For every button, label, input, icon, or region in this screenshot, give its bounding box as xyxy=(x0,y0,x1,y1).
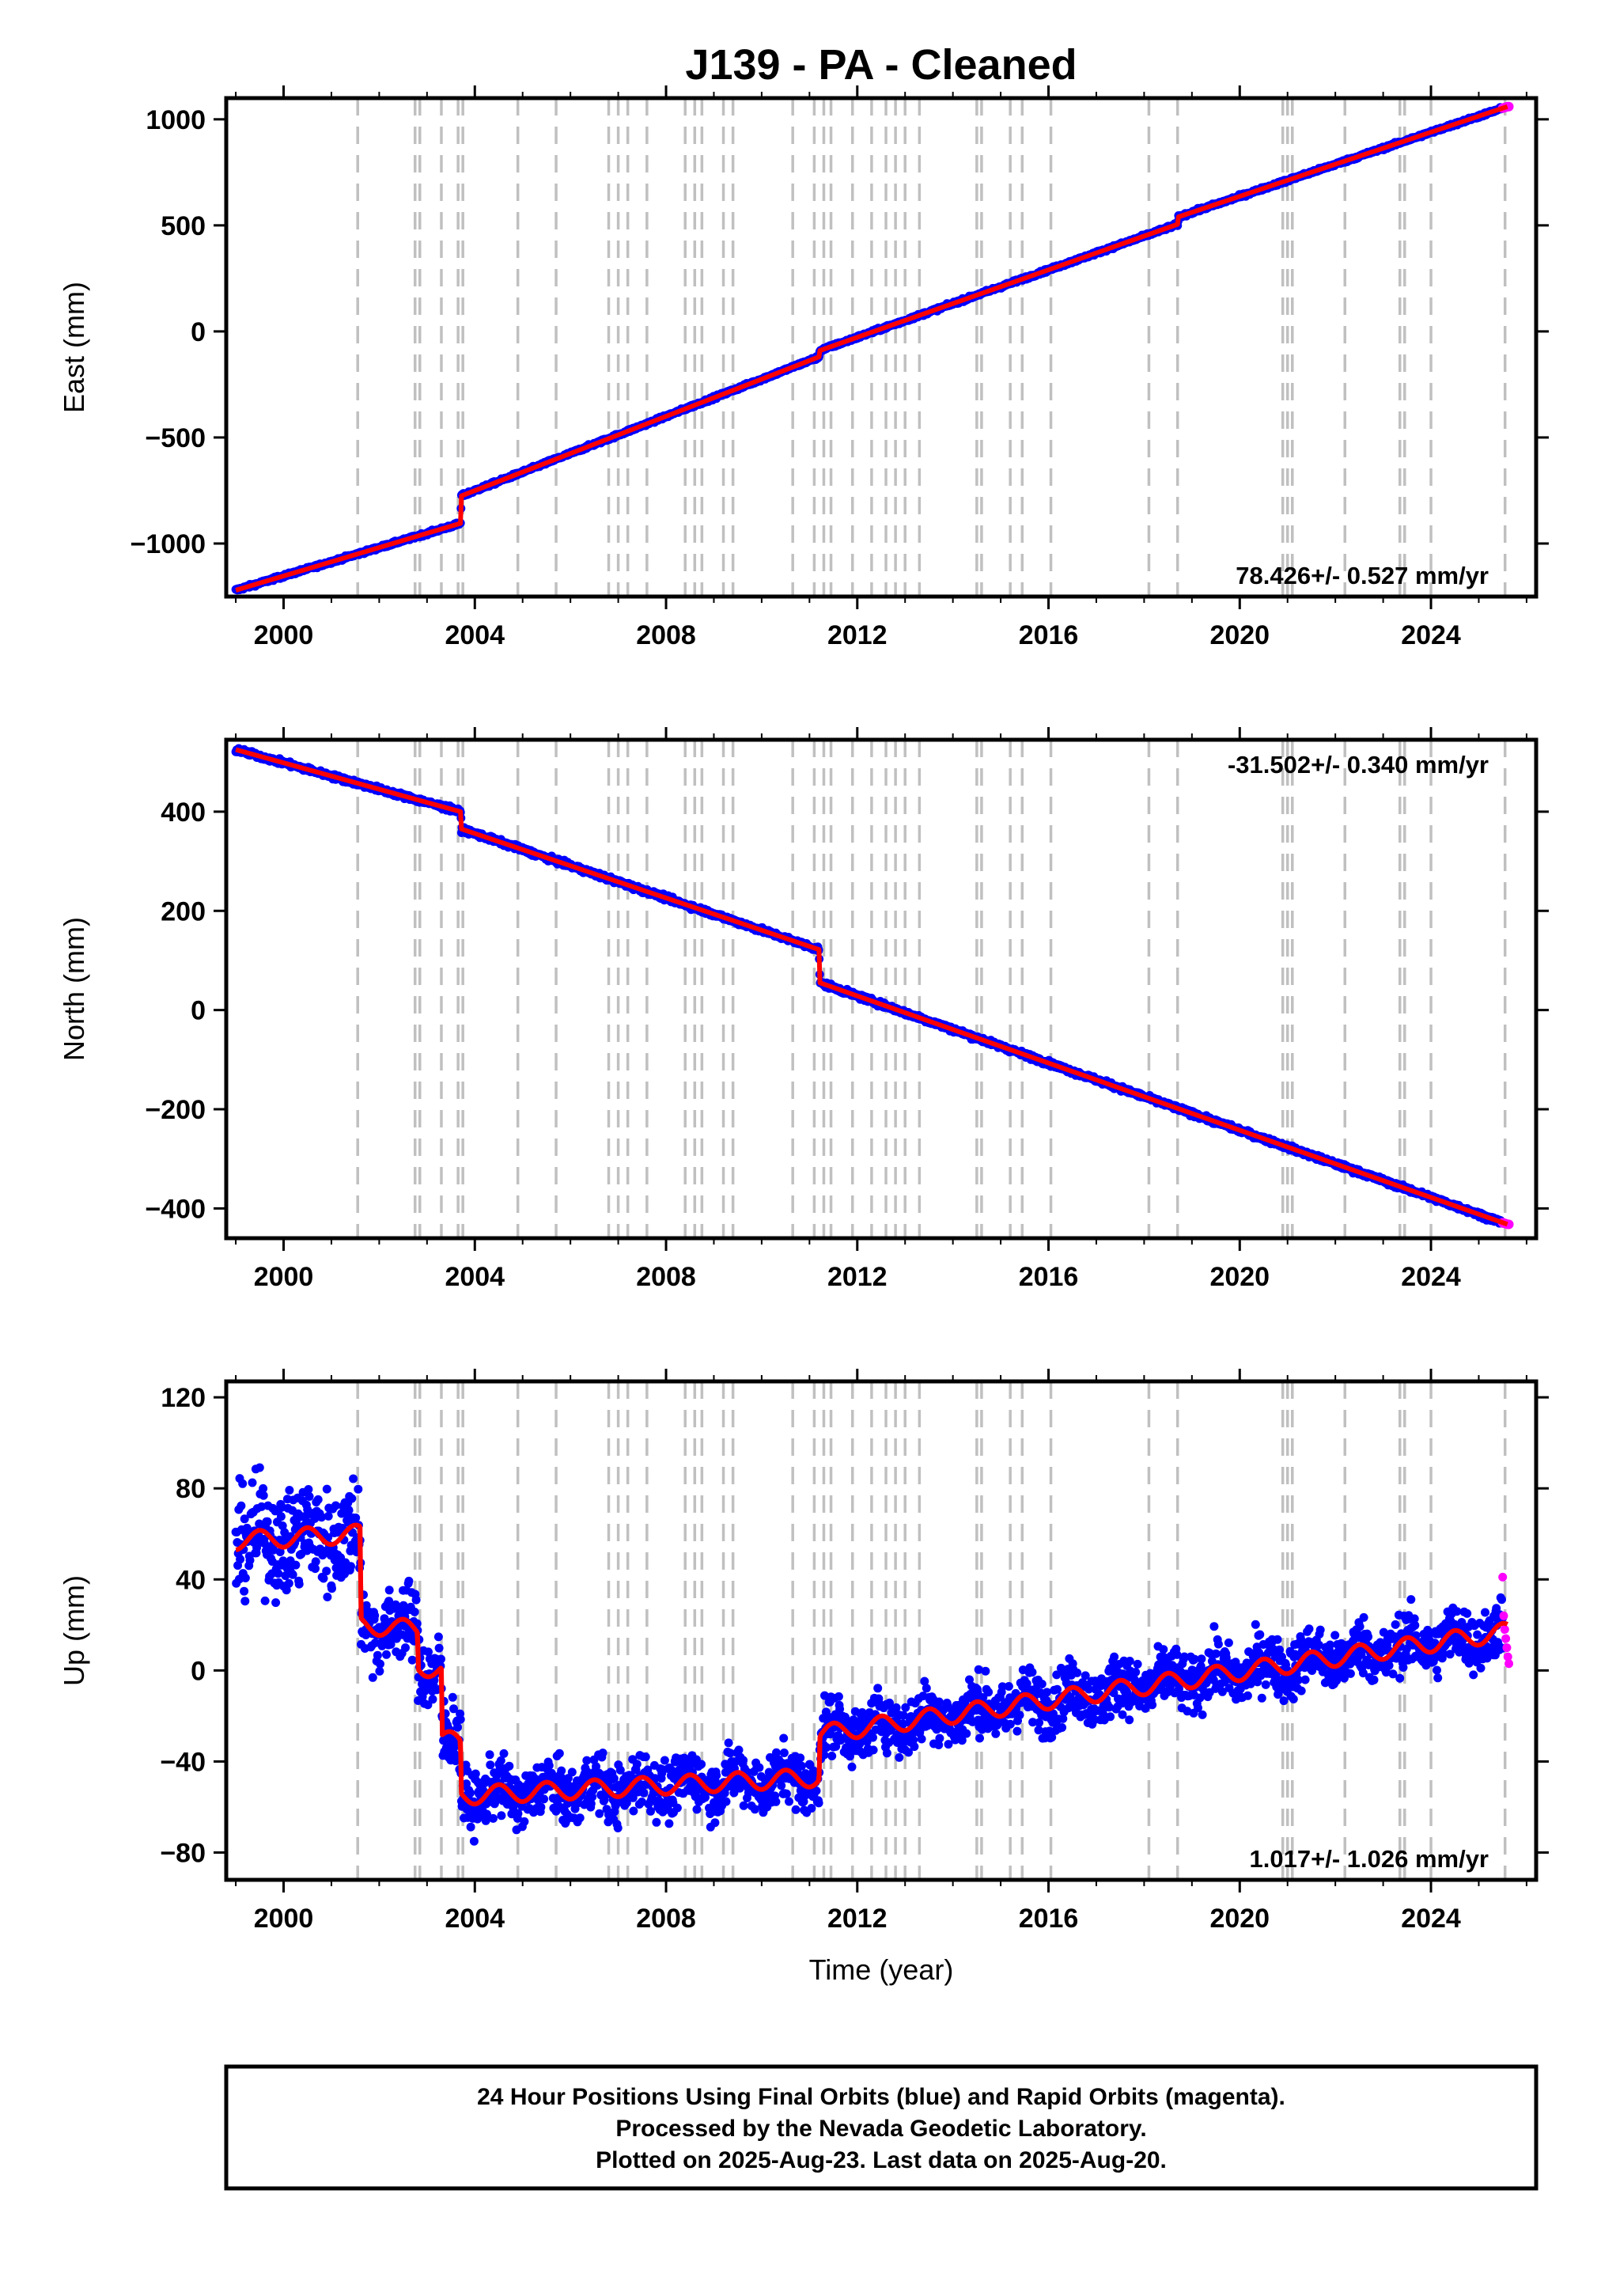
east-model-path xyxy=(235,104,1508,593)
east-y-tick-label: 500 xyxy=(161,211,206,241)
east-y-axis-label: East (mm) xyxy=(58,282,90,413)
north-panel: 2000 2004 2008 2012 2016 2020 2024−400−2000200… xyxy=(58,727,1549,1292)
east-event-lines xyxy=(356,98,1507,597)
east-x-tick-label: 2012 xyxy=(827,620,888,650)
east-x-tick-label: 2008 xyxy=(636,620,696,650)
east-model-line xyxy=(235,104,1508,593)
east-x-tick-label: 2000 xyxy=(254,620,314,650)
east-y-tick-label: 0 xyxy=(191,317,206,347)
east-x-tick-label: 2004 xyxy=(445,620,505,650)
east-x-tick-label: 2020 xyxy=(1209,620,1270,650)
east-plot-frame xyxy=(224,96,1539,599)
east-velocity-label: 78.426+/- 0.527 mm/yr xyxy=(1236,562,1489,589)
chart-title: J139 - PA - Cleaned xyxy=(685,41,1077,89)
east-axes-frame xyxy=(224,96,1539,599)
east-y-tick-label: 1000 xyxy=(146,105,206,135)
east-panel: 2000 2004 2008 2012 2016 2020 2024 −1000 −500 0 50… xyxy=(58,85,1549,650)
east-x-tick-label: 2016 xyxy=(1019,620,1079,650)
east-x-tick-label: 2024 xyxy=(1401,620,1461,650)
east-y-tick-label: −1000 xyxy=(131,529,206,559)
east-y-tick-label: −500 xyxy=(145,423,206,453)
north-event-lines xyxy=(356,740,1507,1238)
east-ticks: 2000 2004 2008 2012 2016 2020 2024 −1000 −500 0 50… xyxy=(131,85,1549,650)
